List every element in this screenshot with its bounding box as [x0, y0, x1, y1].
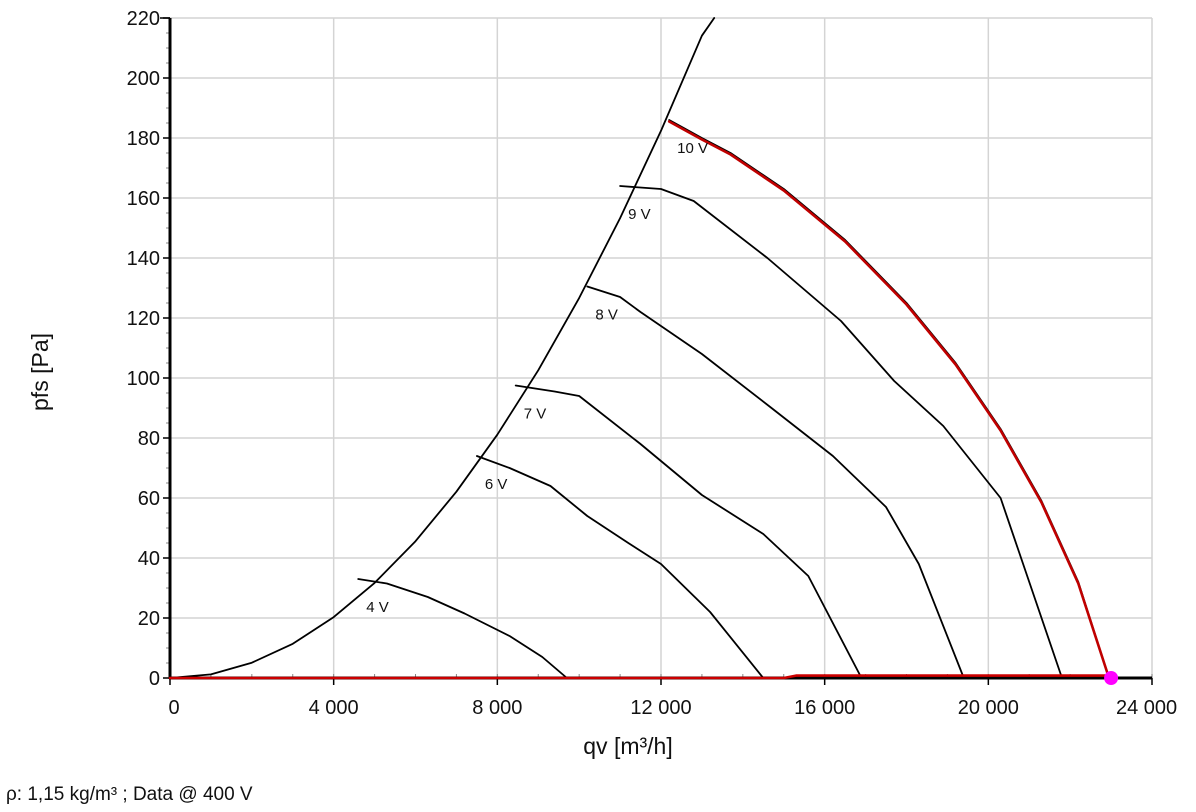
curve-line-8 [168, 674, 1111, 680]
axes [160, 17, 1153, 685]
footnote: ρ: 1,15 kg/m³ ; Data @ 400 V [6, 784, 253, 805]
y-tick-label: 220 [127, 8, 160, 30]
curve-7v [514, 384, 863, 679]
curve-line-7 [169, 17, 716, 679]
curve-9v [619, 185, 1063, 679]
tick-labels: 0 4 000 8 000 12 000 16 000 20 000 24 000 0 20 40… [127, 8, 1178, 719]
x-tick-label: 8 000 [472, 697, 522, 719]
x-tick-label: 0 [168, 697, 179, 719]
chart-canvas: 4 V 6 V 7 V 8 V 9 V 10 V 0 4 000 8 000 12 000 16 … [27, 8, 1178, 759]
y-tick-label: 80 [138, 428, 160, 450]
y-tick-label: 160 [127, 188, 160, 210]
curve-line-6 [667, 120, 1111, 680]
x-axis-title: qv [m³/h] [583, 733, 672, 759]
y-tick-label: 140 [127, 248, 160, 270]
y-axis-title: pfs [Pa] [27, 333, 53, 411]
curve-6v [476, 455, 765, 679]
operating-point-marker [1104, 671, 1119, 685]
curve-label: 7 V [524, 406, 547, 423]
y-tick-label: 0 [149, 668, 160, 690]
curve-10v [668, 119, 1110, 679]
grid [170, 17, 1153, 678]
curve-8v [586, 285, 965, 679]
curve-label: 6 V [485, 476, 508, 493]
curve-labels: 4 V 6 V 7 V 8 V 9 V 10 V [366, 140, 708, 616]
x-tick-label: 4 000 [309, 697, 359, 719]
curve-label: 9 V [628, 206, 651, 223]
y-tick-label: 20 [138, 608, 160, 630]
curve-4v [357, 578, 568, 679]
y-tick-label: 120 [127, 308, 160, 330]
y-tick-label: 100 [127, 368, 160, 390]
curve-label: 10 V [677, 140, 708, 157]
x-tick-label: 24 000 [1116, 697, 1177, 719]
curve-label: 4 V [366, 599, 389, 616]
minor-ticks [166, 17, 1153, 679]
y-tick-label: 60 [138, 488, 160, 510]
y-tick-label: 200 [127, 68, 160, 90]
curve-label: 8 V [595, 307, 618, 324]
series-group [168, 17, 1119, 685]
x-tick-label: 12 000 [630, 697, 691, 719]
y-tick-label: 40 [138, 548, 160, 570]
x-tick-label: 16 000 [794, 697, 855, 719]
x-tick-label: 20 000 [958, 697, 1019, 719]
y-tick-label: 180 [127, 128, 160, 150]
